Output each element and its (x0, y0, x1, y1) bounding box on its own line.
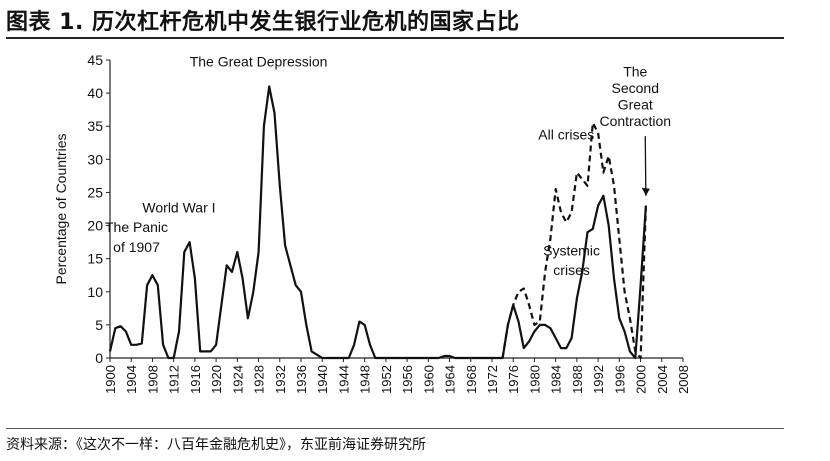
chart-annotation: Great (618, 97, 653, 113)
x-tick-label: 2000 (634, 365, 649, 394)
x-tick-label: 1948 (358, 365, 373, 394)
chart-annotations: The Panic of 1907 World War I The Great Dep… (105, 54, 671, 279)
x-tick-label: 1924 (230, 365, 245, 394)
crisis-line-chart: 0 5 10 15 20 25 30 35 40 45 1900 1904 1908 1912 1916 19… (53, 52, 691, 394)
x-tick-label: 1964 (443, 365, 458, 394)
figure-title: 图表 1. 历次杠杆危机中发生银行业危机的国家占比 (6, 10, 520, 35)
annotation-arrow-head (641, 187, 650, 196)
source-note: 资料来源：《这次不一样：八百年金融危机史》，东亚前海证券研究所 (6, 437, 426, 453)
y-axis-title: Percentage of Countries (53, 134, 69, 285)
x-tick-label: 1992 (591, 365, 606, 394)
annotation-arrow-line (644, 136, 647, 196)
systemic-crises-line (108, 85, 647, 360)
chart-series (108, 85, 647, 360)
x-tick-label: 1912 (167, 365, 182, 394)
x-tick-label: 1960 (421, 365, 436, 394)
chart-axes: 0 5 10 15 20 25 30 35 40 45 1900 1904 1908 1912 1916 19… (53, 52, 691, 394)
y-tick-label: 35 (87, 118, 103, 134)
x-tick-label: 1936 (294, 365, 309, 394)
y-tick-label: 10 (87, 284, 103, 300)
y-tick-label: 25 (87, 184, 103, 200)
y-tick-label: 5 (95, 317, 103, 333)
chart-annotation: All crises (538, 126, 594, 142)
x-tick-label: 1928 (252, 365, 267, 394)
chart-annotation: World War I (142, 199, 215, 215)
x-tick-label: 1944 (336, 365, 351, 394)
x-tick-label: 1972 (485, 365, 500, 394)
x-tick-label: 1952 (379, 365, 394, 394)
x-tick-label: 1908 (145, 365, 160, 394)
chart-annotation: crises (553, 262, 590, 278)
chart-annotation: Second (612, 80, 659, 96)
x-tick-label: 1900 (103, 365, 118, 394)
x-tick-label: 1984 (549, 365, 564, 394)
chart-annotation: The Great Depression (190, 54, 328, 70)
y-tick-label: 30 (87, 151, 103, 167)
chart-annotation: The Panic (105, 219, 168, 235)
x-tick-label: 1932 (273, 365, 288, 394)
x-tick-label: 1916 (188, 365, 203, 394)
x-tick-label: 1968 (464, 365, 479, 394)
y-tick-label: 45 (87, 52, 103, 68)
x-tick-label: 1980 (527, 365, 542, 394)
y-tick-label: 0 (95, 350, 103, 366)
y-tick-label: 40 (87, 85, 103, 101)
all-crises-line (501, 121, 647, 360)
x-tick-label: 1988 (570, 365, 585, 394)
x-tick-label: 2004 (655, 365, 670, 394)
x-tick-label: 1956 (400, 365, 415, 394)
source-rule (6, 428, 784, 429)
x-tick-label: 1940 (315, 365, 330, 394)
x-tick-label: 1904 (124, 365, 139, 394)
chart-annotation: Contraction (599, 113, 671, 129)
x-tick-label: 1920 (209, 365, 224, 394)
chart-annotation: of 1907 (113, 239, 160, 255)
y-tick-label: 15 (87, 251, 103, 267)
title-rule (6, 37, 784, 39)
x-tick-label: 2008 (676, 365, 691, 394)
chart-annotation: Systemic (543, 242, 600, 258)
x-tick-label: 1996 (612, 365, 627, 394)
y-tick-label: 20 (87, 218, 103, 234)
chart-annotation: The (623, 64, 647, 80)
x-tick-label: 1976 (506, 365, 521, 394)
